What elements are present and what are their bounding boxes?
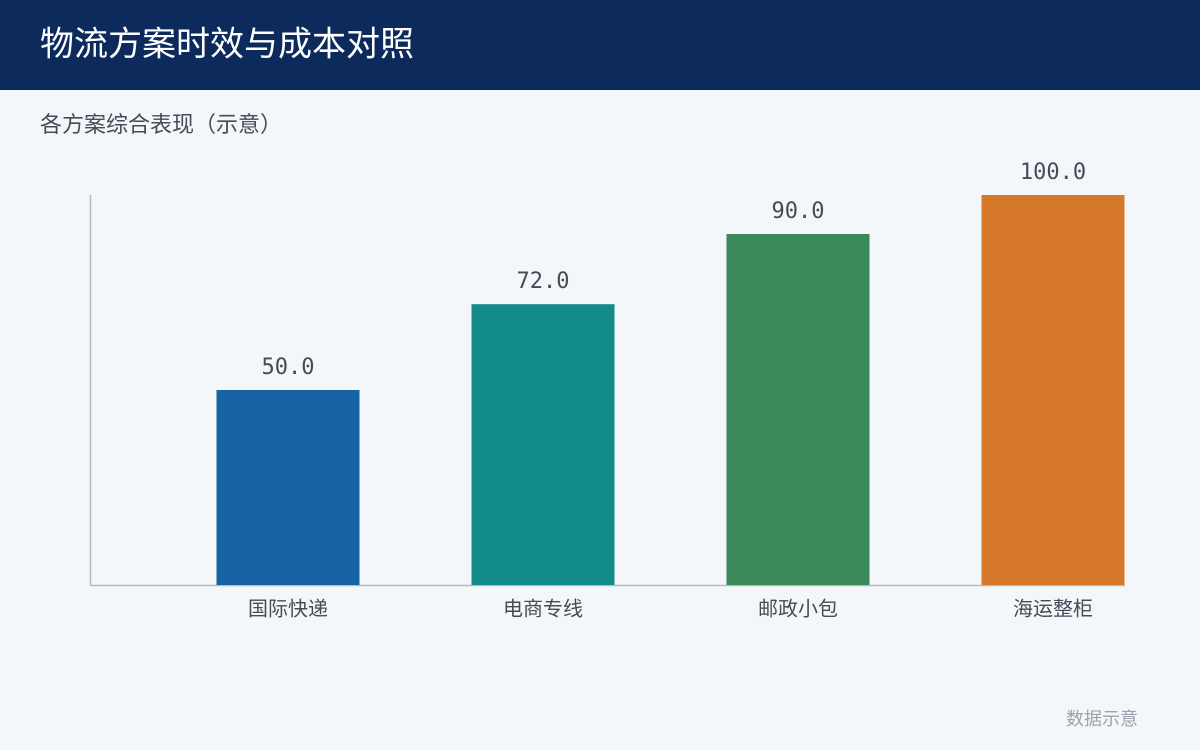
x-tick-label: 电商专线 [503, 597, 583, 621]
bar [216, 390, 360, 585]
chart-subtitle: 各方案综合表现（示意） [40, 113, 282, 138]
header-band [0, 0, 1200, 90]
value-label: 100.0 [1020, 160, 1086, 185]
value-label: 90.0 [772, 199, 825, 224]
value-label: 72.0 [517, 269, 570, 294]
x-tick-label: 邮政小包 [758, 597, 838, 621]
bar [471, 304, 615, 585]
note: 数据示意 [1066, 709, 1138, 730]
value-label: 50.0 [262, 355, 315, 380]
chart-title: 物流方案时效与成本对照 [40, 25, 414, 65]
x-tick-label: 海运整柜 [1013, 597, 1093, 621]
bar [726, 234, 870, 585]
x-tick-label: 国际快递 [248, 597, 328, 621]
bar [981, 195, 1125, 585]
